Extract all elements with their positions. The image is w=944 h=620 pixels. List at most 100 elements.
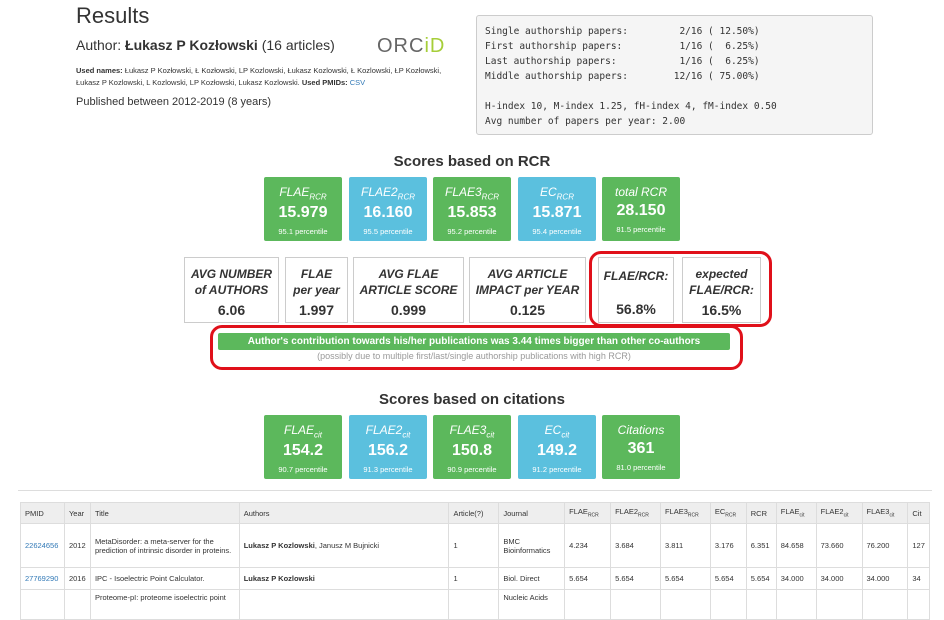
author-prefix: Author: [76, 37, 122, 53]
highlight-contribution [210, 325, 743, 370]
box-percentile: 91.3 percentile [363, 465, 413, 475]
col-flae-cit[interactable]: FLAEcit [775, 502, 817, 524]
col-label: EC [714, 507, 726, 517]
flae-per-year-box: FLAE per year 1.997 [285, 257, 348, 323]
csv-link[interactable]: CSV [349, 78, 366, 87]
box-name: FLAE2 [365, 423, 403, 437]
col-article[interactable]: Article(?) [448, 502, 500, 524]
box-name: FLAE2 [360, 185, 398, 199]
cell-value: 4.234 [564, 523, 612, 568]
col-label: FLAE [569, 507, 588, 517]
col-sub: RCR [725, 512, 737, 519]
rcr-heading: Scores based on RCR [393, 153, 551, 170]
col-flae3-rcr[interactable]: FLAE3RCR [659, 502, 711, 524]
col-label: FLAE2 [615, 507, 638, 517]
box-value: 15.853 [447, 204, 497, 222]
table-row: 27769290 2016 IPC - Isoelectric Point Ca… [20, 567, 930, 590]
col-flae3-cit[interactable]: FLAE3cit [861, 502, 909, 524]
cell-value: 5.654 [610, 567, 661, 590]
col-ec-rcr[interactable]: ECRCR [709, 502, 747, 524]
expected-flae-rcr-box: expected FLAE/RCR: 16.5% [682, 257, 761, 323]
box-value: 150.8 [451, 442, 493, 460]
cell-value [564, 589, 612, 620]
contribution-note: (possibly due to multiple first/last/sin… [317, 351, 631, 361]
box-name: total RCR [614, 185, 667, 199]
cell-year: 2016 [63, 567, 91, 590]
cell-value [610, 589, 661, 620]
col-cit[interactable]: Cit [907, 502, 930, 524]
flae-cit-box: FLAEcit 154.2 90.7 percentile [264, 415, 342, 479]
avg-flae-score-box: AVG FLAE ARTICLE SCORE 0.999 [353, 257, 464, 323]
box-name: FLAE3 [444, 185, 482, 199]
col-label: FLAE [780, 507, 800, 517]
box-value: 16.160 [363, 204, 413, 222]
stat-name: expected [695, 267, 748, 281]
col-sub: cit [843, 512, 849, 519]
stat-value: 0.125 [509, 302, 546, 318]
col-flae2-cit[interactable]: FLAE2cit [815, 502, 863, 524]
stat-name: IMPACT per YEAR [475, 283, 580, 297]
cell-pmid[interactable]: 27769290 [20, 567, 65, 590]
flae3-rcr-box: FLAE3RCR 15.853 95.2 percentile [433, 177, 511, 241]
summary-line: First authorship papers: 1/16 ( 6.25%) [485, 41, 760, 52]
contribution-banner: Author's contribution towards his/her pu… [218, 333, 730, 350]
box-value: 149.2 [536, 442, 578, 460]
cell-value: 34.000 [861, 567, 909, 590]
cell-journal: Biol. Direct [498, 567, 566, 590]
flae-rcr-box: FLAERCR 15.979 95.1 percentile [264, 177, 342, 241]
stat-name: ARTICLE SCORE [359, 283, 458, 297]
flae-rcr-ratio-box: FLAE/RCR: 56.8% [598, 257, 674, 323]
cell-value: 5.654 [745, 567, 777, 590]
published-range: Published between 2012-2019 (8 years) [76, 96, 272, 108]
articles-table: PMID Year Title Authors Article(?) Journ… [20, 502, 930, 620]
col-sub: cit [799, 512, 805, 519]
box-value: 361 [627, 440, 655, 457]
box-value: 156.2 [367, 442, 409, 460]
cell-value: 127 [907, 523, 930, 568]
summary-line: Middle authorship papers: 12/16 ( 75.00%… [485, 71, 760, 82]
box-percentile: 90.9 percentile [447, 465, 497, 475]
col-title[interactable]: Title [89, 502, 240, 524]
stat-name: FLAE/RCR: [689, 283, 754, 297]
cell-value [861, 589, 909, 620]
cell-value [709, 589, 747, 620]
col-pmid[interactable]: PMID [20, 502, 65, 524]
col-rcr[interactable]: RCR [745, 502, 777, 524]
col-flae2-rcr[interactable]: FLAE2RCR [610, 502, 661, 524]
box-value: 15.871 [532, 204, 582, 222]
summary-line: Last authorship papers: 1/16 ( 6.25%) [485, 56, 760, 67]
table-header-row: PMID Year Title Authors Article(?) Journ… [20, 502, 930, 524]
summary-line: Single authorship papers: 2/16 ( 12.50%) [485, 26, 760, 37]
total-rcr-box: total RCR 28.150 81.5 percentile [602, 177, 680, 241]
cell-authors [238, 589, 450, 620]
col-flae-rcr[interactable]: FLAERCR [564, 502, 612, 524]
stat-name: AVG NUMBER [190, 267, 273, 281]
cell-authors: Lukasz P Kozlowski [238, 567, 450, 590]
cell-pmid[interactable] [20, 589, 65, 620]
used-names: Used names: Łukasz P Kozłowski, Ł Kozłow… [76, 65, 446, 89]
orcid-logo[interactable]: ORCiD [377, 35, 446, 57]
box-name: EC [544, 423, 562, 437]
col-journal[interactable]: Journal [498, 502, 566, 524]
col-sub: RCR [687, 512, 699, 519]
pmid-link[interactable]: 22624656 [25, 541, 59, 550]
cell-title: IPC - Isoelectric Point Calculator. [89, 567, 240, 590]
table-row: Proteome-pI: proteome isoelectric point … [20, 589, 930, 620]
box-percentile: 90.7 percentile [278, 465, 328, 475]
flae2-rcr-box: FLAE2RCR 16.160 95.5 percentile [349, 177, 427, 241]
cell-article: 1 [448, 567, 500, 590]
cell-journal: BMC Bioinformatics [498, 523, 566, 568]
cell-value: 34.000 [815, 567, 863, 590]
box-sub: cit [561, 430, 570, 440]
box-name: EC [539, 185, 557, 199]
box-sub: RCR [556, 192, 574, 202]
cell-value: 5.654 [709, 567, 747, 590]
cell-article [448, 589, 500, 620]
stat-name: of AUTHORS [194, 283, 269, 297]
col-authors[interactable]: Authors [238, 502, 450, 524]
col-year[interactable]: Year [63, 502, 91, 524]
box-percentile: 95.1 percentile [278, 227, 328, 237]
cell-pmid[interactable]: 22624656 [20, 523, 65, 568]
stat-value: 56.8% [616, 301, 656, 317]
pmid-link[interactable]: 27769290 [25, 574, 59, 583]
